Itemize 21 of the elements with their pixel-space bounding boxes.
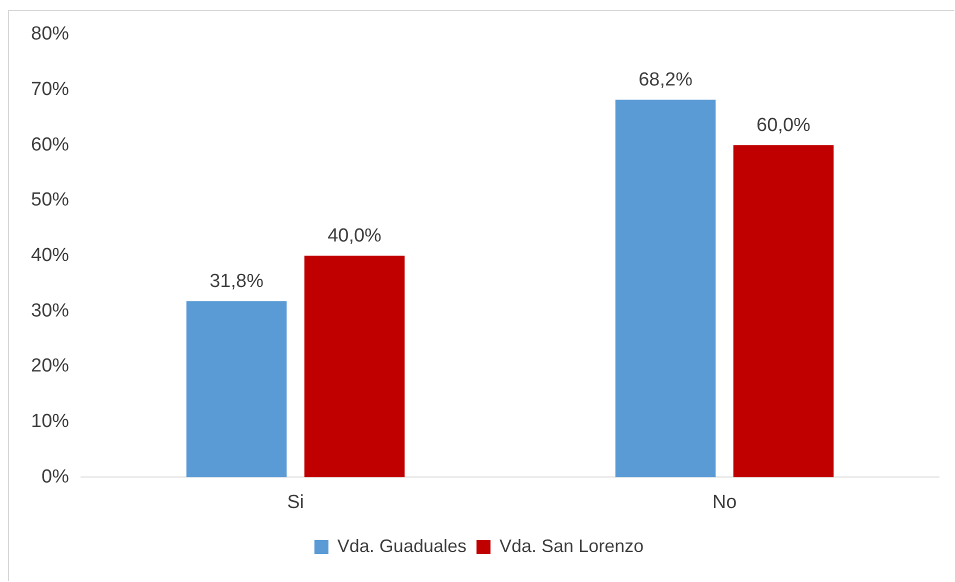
legend-label: Vda. Guaduales: [337, 536, 466, 556]
data-label: 40,0%: [328, 226, 382, 247]
y-tick-label: 60%: [30, 134, 70, 156]
y-tick-label: 0%: [42, 466, 70, 488]
y-tick-label: 80%: [30, 24, 70, 45]
x-tick-label: Si: [287, 492, 304, 513]
bar: [186, 301, 287, 478]
y-tick-label: 30%: [30, 300, 70, 322]
legend-label: Vda. San Lorenzo: [499, 536, 644, 556]
y-tick-label: 50%: [30, 190, 70, 211]
data-label: 68,2%: [638, 69, 693, 90]
data-label: 31,8%: [210, 270, 264, 292]
y-tick-label: 10%: [30, 411, 70, 432]
bar: [615, 100, 716, 478]
bar: [304, 256, 405, 478]
bar: [733, 145, 834, 478]
y-tick-label: 40%: [30, 245, 70, 266]
x-tick-label: No: [712, 492, 737, 513]
data-label: 60,0%: [756, 114, 811, 136]
y-tick-label: 20%: [30, 356, 70, 377]
y-tick-label: 70%: [30, 78, 70, 100]
